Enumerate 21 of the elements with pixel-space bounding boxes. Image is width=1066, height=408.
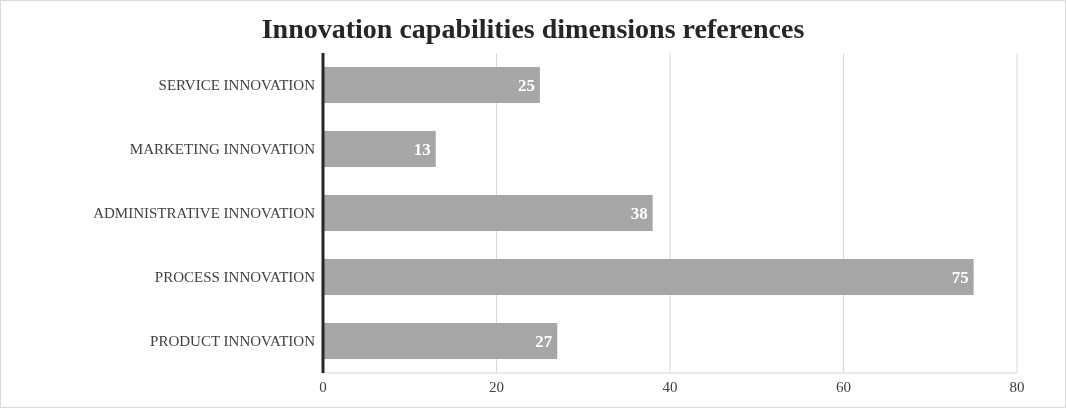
y-tick-label: SERVICE INNOVATION [158, 77, 316, 94]
data-label: 38 [630, 204, 648, 224]
bar [323, 259, 974, 295]
y-tick-label: PROCESS INNOVATION [154, 269, 316, 286]
x-tick-label: 20 [489, 378, 504, 395]
y-tick-label: ADMINISTRATIVE INNOVATION [93, 205, 316, 222]
x-tick-label: 40 [662, 378, 678, 395]
data-label: 13 [413, 140, 431, 160]
data-label: 25 [517, 76, 535, 96]
y-tick-label: PRODUCT INNOVATION [150, 333, 316, 350]
x-tick-label: 80 [1009, 378, 1025, 395]
bar [323, 323, 558, 359]
bar [323, 67, 540, 103]
y-tick-label: MARKETING INNOVATION [129, 141, 316, 158]
x-tick-label: 60 [836, 378, 851, 395]
data-label: 75 [951, 268, 969, 288]
data-label: 27 [535, 332, 553, 352]
bar [323, 195, 653, 231]
x-tick-label: 0 [319, 378, 327, 395]
chart-title: Innovation capabilities dimensions references [260, 13, 806, 46]
bar [323, 131, 436, 167]
